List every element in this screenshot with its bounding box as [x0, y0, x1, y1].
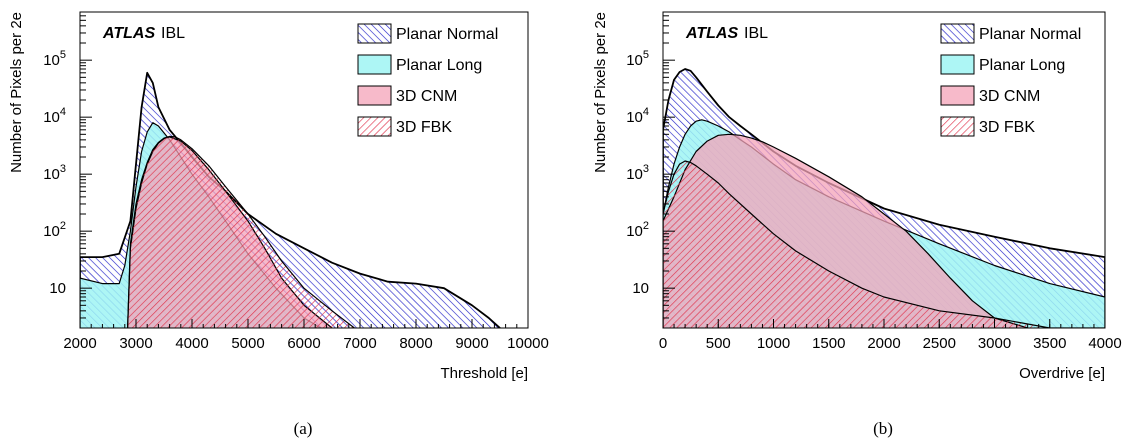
legend-label-planar-long: Planar Long: [979, 57, 1065, 74]
legend-label-3d-cnm: 3D CNM: [979, 88, 1040, 105]
panel-b-series: [663, 68, 1105, 328]
x-tick-label: 500: [706, 335, 731, 352]
panel-a-x-ticks: 2000 3000 4000 5000 6000 7000 8000 9000 10000: [63, 319, 549, 352]
legend-label-3d-fbk: 3D FBK: [396, 119, 452, 136]
panel-a-series: [80, 71, 501, 328]
panel-a-x-axis-label: Threshold [e]: [440, 365, 528, 382]
panel-b-experiment-label: ATLAS: [685, 25, 738, 42]
y-tick-label: 105: [626, 49, 649, 69]
series-3d-fbk-area: [663, 160, 1105, 328]
legend-swatch-planar-normal: [940, 23, 975, 44]
x-tick-label: 3000: [119, 335, 152, 352]
x-tick-label: 0: [659, 335, 667, 352]
series-3d-fbk-area: [127, 135, 355, 328]
y-tick-label: 102: [43, 220, 66, 240]
legend-swatch-planar-long: [940, 54, 975, 75]
x-tick-label: 1500: [812, 335, 845, 352]
panel-a: 2000 3000 4000 5000 6000 7000 8000 9000 10000 10…: [8, 11, 549, 438]
legend-label-planar-long: Planar Long: [396, 57, 482, 74]
legend-swatch-3d-fbk: [940, 116, 975, 137]
x-tick-label: 4000: [175, 335, 208, 352]
x-tick-label: 2500: [923, 335, 956, 352]
legend-label-3d-fbk: 3D FBK: [979, 119, 1035, 136]
legend-swatch-planar-normal: [357, 23, 392, 44]
legend-label-planar-normal: Planar Normal: [979, 26, 1081, 43]
panel-b-y-axis-label: Number of Pixels per 2e: [592, 12, 609, 173]
panel-a-y-ticks: 10 102 103 104 105: [43, 11, 92, 329]
x-tick-label: 9000: [455, 335, 488, 352]
panel-b-x-axis-label: Overdrive [e]: [1019, 365, 1105, 382]
panel-b-x-ticks: 0 500 1000 1500 2000 2500 3000 3500 4000: [659, 319, 1122, 352]
x-tick-label: 7000: [343, 335, 376, 352]
x-tick-label: 4000: [1088, 335, 1121, 352]
panel-b: 0 500 1000 1500 2000 2500 3000 3500 4000 1010210…: [592, 11, 1122, 438]
panel-a-letter: (a): [294, 419, 313, 438]
y-tick-label: 10: [632, 280, 649, 297]
x-tick-label: 3000: [978, 335, 1011, 352]
panel-a-legend: Planar Normal Planar Long 3D CNM 3D FBK: [357, 23, 498, 137]
panel-b-letter: (b): [873, 419, 893, 438]
x-tick-label: 5000: [231, 335, 264, 352]
legend-swatch-3d-fbk: [357, 116, 392, 137]
x-tick-label: 2000: [867, 335, 900, 352]
legend-label-3d-cnm: 3D CNM: [396, 88, 457, 105]
x-tick-label: 1000: [757, 335, 790, 352]
y-tick-label: 104: [43, 106, 66, 126]
y-tick-label: 105: [43, 49, 66, 69]
y-tick-label: 103: [43, 163, 66, 183]
legend-swatch-3d-cnm: [940, 85, 975, 106]
panel-a-experiment-label: ATLAS: [102, 25, 155, 42]
y-tick-label: 103: [626, 163, 649, 183]
panel-b-y-ticks: 10 102 103 104 105: [626, 11, 675, 329]
y-tick-label: 104: [626, 106, 649, 126]
legend-swatch-planar-long: [357, 54, 392, 75]
x-tick-label: 3500: [1033, 335, 1066, 352]
y-tick-label: 10: [49, 280, 66, 297]
y-tick-label: 102: [626, 220, 649, 240]
panel-a-detector-label: IBL: [161, 25, 185, 42]
x-tick-label: 2000: [63, 335, 96, 352]
x-tick-label: 10000: [507, 335, 549, 352]
legend-label-planar-normal: Planar Normal: [396, 26, 498, 43]
panel-a-y-axis-label: Number of Pixels per 2e: [8, 12, 25, 173]
x-tick-label: 6000: [287, 335, 320, 352]
x-tick-label: 8000: [399, 335, 432, 352]
panel-b-detector-label: IBL: [744, 25, 768, 42]
panel-b-legend: Planar Normal Planar Long 3D CNM 3D FBK: [940, 23, 1081, 137]
legend-swatch-3d-cnm: [357, 85, 392, 106]
